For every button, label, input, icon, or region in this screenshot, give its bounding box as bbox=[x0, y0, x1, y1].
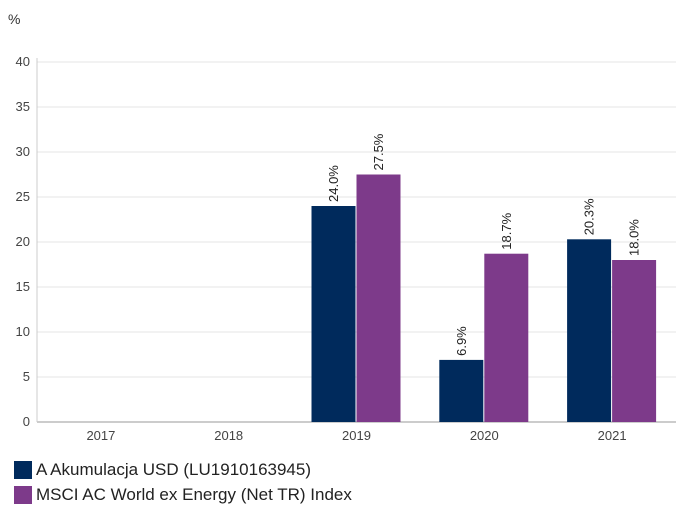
legend-item-fund: A Akumulacja USD (LU1910163945) bbox=[14, 457, 352, 482]
y-tick-label: 0 bbox=[23, 414, 30, 429]
data-label: 18.0% bbox=[627, 219, 642, 256]
legend: A Akumulacja USD (LU1910163945) MSCI AC … bbox=[14, 457, 352, 507]
x-tick-label: 2018 bbox=[214, 428, 243, 443]
y-axis-unit-label: % bbox=[8, 11, 20, 27]
data-labels: 24.0% 27.5% 6.9% 18.7% 20.3% 18.0% bbox=[326, 133, 642, 356]
legend-item-index: MSCI AC World ex Energy (Net TR) Index bbox=[14, 482, 352, 507]
y-tick-label: 35 bbox=[16, 99, 30, 114]
data-label: 24.0% bbox=[326, 165, 341, 202]
legend-label-fund: A Akumulacja USD (LU1910163945) bbox=[36, 459, 311, 479]
legend-label-index: MSCI AC World ex Energy (Net TR) Index bbox=[36, 484, 352, 504]
x-axis-ticks: 2017 2018 2019 2020 2021 bbox=[86, 428, 626, 443]
bar-fund-2020 bbox=[439, 359, 484, 422]
legend-swatch-fund bbox=[14, 460, 32, 479]
data-label: 6.9% bbox=[454, 326, 469, 356]
x-tick-label: 2017 bbox=[86, 428, 115, 443]
y-tick-label: 40 bbox=[16, 54, 30, 69]
x-tick-label: 2020 bbox=[470, 428, 499, 443]
bar-fund-2019 bbox=[311, 206, 356, 422]
y-tick-label: 5 bbox=[23, 369, 30, 384]
x-tick-label: 2019 bbox=[342, 428, 371, 443]
bar-chart: % 0 5 10 15 20 25 30 35 40 24.0% 27.5% 6.9% 18.7% 20… bbox=[8, 11, 676, 443]
y-axis-ticks: 0 5 10 15 20 25 30 35 40 bbox=[16, 54, 30, 429]
bar-index-2020 bbox=[484, 253, 529, 422]
y-tick-label: 30 bbox=[16, 144, 30, 159]
data-label: 27.5% bbox=[371, 133, 386, 170]
x-tick-label: 2021 bbox=[598, 428, 627, 443]
y-tick-label: 15 bbox=[16, 279, 30, 294]
bar-index-2019 bbox=[356, 174, 401, 422]
data-label: 20.3% bbox=[582, 198, 597, 235]
y-tick-label: 10 bbox=[16, 324, 30, 339]
y-tick-label: 25 bbox=[16, 189, 30, 204]
bars bbox=[311, 174, 657, 422]
data-label: 18.7% bbox=[499, 212, 514, 249]
legend-swatch-index bbox=[14, 485, 32, 504]
y-tick-label: 20 bbox=[16, 234, 30, 249]
bar-index-2021 bbox=[612, 260, 657, 422]
bar-fund-2021 bbox=[567, 239, 612, 422]
